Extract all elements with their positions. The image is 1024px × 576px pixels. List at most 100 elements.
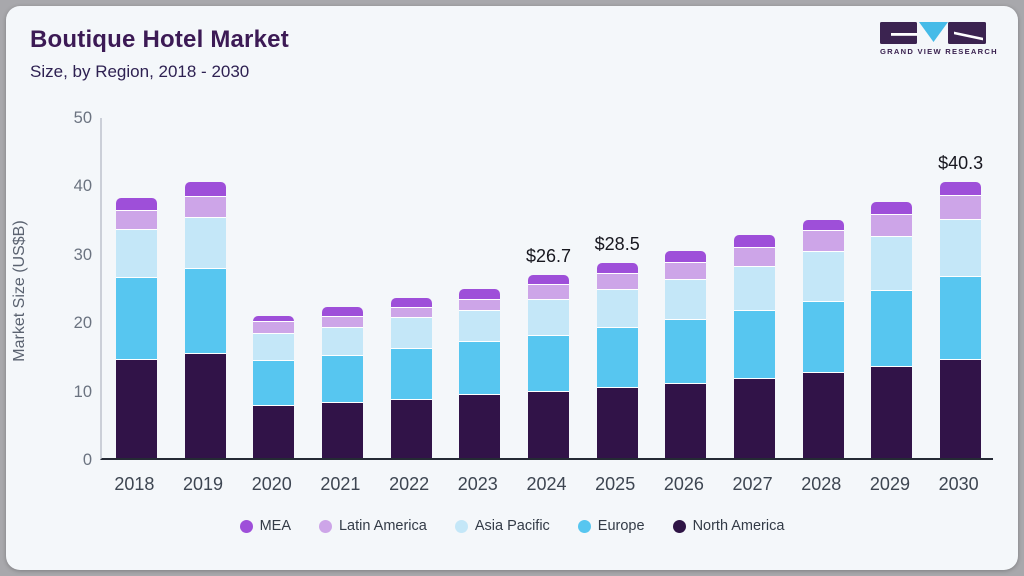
bar-2026[interactable] <box>665 251 707 458</box>
segment-2023-north-america[interactable] <box>459 394 501 458</box>
segment-2025-mea[interactable] <box>596 263 638 274</box>
bar-2028[interactable] <box>802 219 844 458</box>
segment-2025-north-america[interactable] <box>596 386 638 458</box>
segment-2022-europe[interactable] <box>390 347 432 400</box>
segment-2030-latin-america[interactable] <box>940 194 982 220</box>
segment-2029-asia-pacific[interactable] <box>871 235 913 290</box>
x-tick-2024: 2024 <box>526 474 567 494</box>
x-tick-2019: 2019 <box>183 474 224 494</box>
segment-2023-europe[interactable] <box>459 341 501 395</box>
bar-2023[interactable] <box>459 289 501 458</box>
y-axis-title: Market Size (US$B) <box>11 220 28 362</box>
segment-2030-asia-pacific[interactable] <box>940 219 982 277</box>
segment-2026-europe[interactable] <box>665 319 707 383</box>
segment-2024-asia-pacific[interactable] <box>528 298 569 335</box>
segment-2022-asia-pacific[interactable] <box>390 317 432 348</box>
segment-2029-latin-america[interactable] <box>871 213 913 236</box>
segment-2023-asia-pacific[interactable] <box>459 309 501 342</box>
segment-2024-north-america[interactable] <box>528 390 569 458</box>
legend-label-latin-america: Latin America <box>338 518 427 534</box>
legend-label-asia-pacific: Asia Pacific <box>474 518 550 534</box>
bar-2020[interactable] <box>253 315 295 458</box>
segment-2021-latin-america[interactable] <box>321 316 363 328</box>
segment-2029-north-america[interactable] <box>871 366 913 458</box>
legend-item-europe[interactable]: Europe <box>577 518 645 534</box>
segment-2025-asia-pacific[interactable] <box>596 289 638 328</box>
segment-2019-asia-pacific[interactable] <box>184 216 226 268</box>
segment-2024-europe[interactable] <box>528 334 569 391</box>
legend-item-asia-pacific[interactable]: Asia Pacific <box>454 518 550 534</box>
segment-2027-europe[interactable] <box>734 310 776 378</box>
segment-2030-north-america[interactable] <box>940 359 982 458</box>
segment-2027-latin-america[interactable] <box>734 246 776 266</box>
segment-2024-latin-america[interactable] <box>528 284 569 299</box>
segment-2022-latin-america[interactable] <box>390 306 432 318</box>
segment-2028-asia-pacific[interactable] <box>802 250 844 301</box>
segment-2019-mea[interactable] <box>184 182 226 197</box>
legend-dot-europe <box>577 519 591 533</box>
segment-2028-mea[interactable] <box>802 219 844 230</box>
segment-2029-mea[interactable] <box>871 202 913 214</box>
segment-2026-latin-america[interactable] <box>665 261 707 279</box>
segment-2028-europe[interactable] <box>802 300 844 372</box>
page-subtitle: Size, by Region, 2018 - 2030 <box>30 62 250 81</box>
segment-2018-asia-pacific[interactable] <box>115 228 157 277</box>
y-tick-20: 20 <box>73 314 92 333</box>
segment-2023-latin-america[interactable] <box>459 298 501 310</box>
segment-2018-mea[interactable] <box>115 198 157 211</box>
y-tick-10: 10 <box>73 382 92 401</box>
legend-item-north-america[interactable]: North America <box>672 518 784 534</box>
segment-2026-mea[interactable] <box>665 251 707 262</box>
segment-2027-asia-pacific[interactable] <box>734 265 776 311</box>
legend-label-mea: MEA <box>259 518 291 534</box>
segment-2020-latin-america[interactable] <box>253 321 295 333</box>
segment-2019-europe[interactable] <box>184 267 226 354</box>
segment-2020-north-america[interactable] <box>253 404 295 458</box>
segment-2025-europe[interactable] <box>596 327 638 387</box>
segment-2027-north-america[interactable] <box>734 377 776 458</box>
bar-2024[interactable] <box>528 275 569 458</box>
value-label-2025: $28.5 <box>594 234 640 255</box>
value-label-2030: $40.3 <box>938 153 984 174</box>
x-tick-2022: 2022 <box>389 474 430 494</box>
segment-2021-mea[interactable] <box>321 306 363 317</box>
bar-2018[interactable] <box>115 198 157 458</box>
bar-2025[interactable] <box>596 263 638 458</box>
legend-item-mea[interactable]: MEA <box>239 518 291 534</box>
segment-2018-latin-america[interactable] <box>115 210 157 229</box>
segment-2021-north-america[interactable] <box>321 401 363 458</box>
x-tick-2021: 2021 <box>320 474 361 494</box>
segment-2020-asia-pacific[interactable] <box>253 332 295 360</box>
segment-2021-asia-pacific[interactable] <box>321 327 363 356</box>
segment-2027-mea[interactable] <box>734 235 776 247</box>
segment-2026-asia-pacific[interactable] <box>665 278 707 320</box>
legend-dot-latin-america <box>318 519 332 533</box>
segment-2030-mea[interactable] <box>940 182 982 195</box>
segment-2026-north-america[interactable] <box>665 382 707 458</box>
bar-2021[interactable] <box>321 306 363 458</box>
bar-2022[interactable] <box>390 297 432 458</box>
segment-2020-mea[interactable] <box>253 315 295 322</box>
segment-2024-mea[interactable] <box>528 275 569 285</box>
legend-dot-asia-pacific <box>454 519 468 533</box>
segment-2023-mea[interactable] <box>459 289 501 299</box>
segment-2029-europe[interactable] <box>871 289 913 367</box>
segment-2028-latin-america[interactable] <box>802 229 844 251</box>
segment-2021-europe[interactable] <box>321 355 363 402</box>
y-axis-ticks: 0 10 20 30 40 50 <box>40 6 92 570</box>
legend-item-latin-america[interactable]: Latin America <box>318 518 427 534</box>
segment-2019-latin-america[interactable] <box>184 196 226 217</box>
segment-2022-mea[interactable] <box>390 297 432 307</box>
bar-2019[interactable] <box>184 182 226 458</box>
segment-2030-europe[interactable] <box>940 276 982 360</box>
segment-2025-latin-america[interactable] <box>596 273 638 290</box>
segment-2020-europe[interactable] <box>253 359 295 405</box>
segment-2018-europe[interactable] <box>115 276 157 359</box>
segment-2019-north-america[interactable] <box>184 353 226 458</box>
segment-2028-north-america[interactable] <box>802 371 844 458</box>
bar-2030[interactable] <box>940 182 982 458</box>
segment-2022-north-america[interactable] <box>390 399 432 458</box>
bar-2027[interactable] <box>734 235 776 458</box>
bar-2029[interactable] <box>871 202 913 458</box>
segment-2018-north-america[interactable] <box>115 358 157 458</box>
